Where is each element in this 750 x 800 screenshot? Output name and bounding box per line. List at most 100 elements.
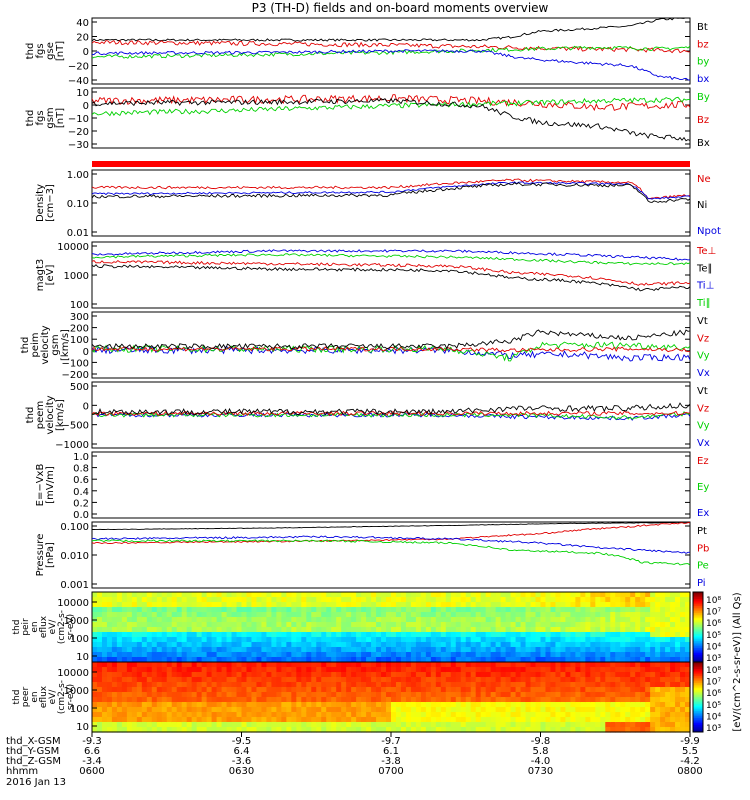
- time-row-value: 0630: [229, 766, 254, 777]
- time-row-value: -9.3: [82, 736, 102, 747]
- colorbar-tick-label: 10⁸: [706, 596, 721, 606]
- legend-entry: Bx: [697, 138, 710, 149]
- series-line: [92, 249, 690, 261]
- series-line: [92, 253, 690, 266]
- y-axis-label: thd: [12, 690, 22, 705]
- legend-entry: Vz: [697, 403, 709, 414]
- y-tick-label: −30: [68, 140, 89, 151]
- y-tick-label: 10: [76, 652, 89, 663]
- y-axis-label: [nPa]: [45, 542, 56, 568]
- panel-frame: [91, 169, 691, 237]
- y-axis-label: en: [30, 691, 40, 702]
- series-line: [92, 49, 690, 81]
- panel-frame: [91, 381, 691, 449]
- colorbar-tick-label: 10³: [706, 724, 721, 734]
- panel-density: 1.00 0.10 0.01 Density [cm−3] Ne Ni Npot: [35, 169, 721, 239]
- y-tick-label: 0.01: [67, 228, 89, 239]
- colorbar-tick-label: 10⁶: [706, 619, 721, 629]
- legend-entry: Ex: [697, 508, 709, 519]
- y-axis-label: [eV]: [45, 265, 56, 286]
- y-tick-label: 0: [83, 101, 89, 112]
- y-tick-label: 200: [70, 324, 89, 335]
- legend-entry: Pb: [697, 543, 709, 554]
- time-row-value: 6.6: [84, 746, 100, 757]
- time-row-value: -9.5: [232, 736, 252, 747]
- y-axis-label: sr-eV): [66, 684, 76, 710]
- y-axis-label: velocity: [40, 325, 51, 364]
- series-line: [92, 522, 690, 531]
- legend-entry: Ez: [697, 456, 709, 467]
- y-tick-label: 1000: [64, 616, 89, 627]
- panel-frame: [91, 451, 691, 519]
- spectrogram-peir-eflux: 10000 1000 100 10 thd peir en eflux eV/(cm2-s-sr…: [12, 591, 691, 663]
- series-line: [92, 94, 690, 112]
- series-line: [92, 39, 690, 54]
- panel-temperature: 10000 1000 100 magt3 [eV] Te⊥ Te∥ Ti⊥ Ti∥: [35, 241, 716, 311]
- plot-title: P3 (TH-D) fields and on-board moments ov…: [252, 1, 549, 15]
- series-line: [92, 412, 690, 421]
- series-line: [92, 410, 690, 417]
- y-tick-label: 500: [70, 382, 89, 393]
- y-axis-label: peim: [30, 332, 41, 357]
- y-axis-label: Density: [35, 184, 46, 222]
- time-row-value: -4.2: [680, 756, 700, 767]
- y-axis-label: peir: [21, 618, 31, 636]
- legend-entry: by: [697, 57, 709, 68]
- y-tick-label: −500: [62, 421, 89, 432]
- y-axis-label: [km/s]: [60, 329, 71, 361]
- y-tick-label: −1000: [55, 440, 89, 451]
- series-group: [92, 329, 690, 362]
- time-row-label: thd_Z-GSM: [6, 756, 61, 767]
- series-group: [92, 178, 690, 203]
- time-row-label: thd_X-GSM: [6, 736, 61, 747]
- legend-entry: Bz: [697, 115, 709, 126]
- y-axis-label: [nT]: [55, 108, 66, 128]
- y-tick-label: 0: [83, 47, 89, 58]
- legend-entry: By: [697, 92, 710, 103]
- legend-entry: Te∥: [696, 263, 713, 274]
- y-axis-label: (cm2-s-: [57, 680, 67, 714]
- legend-entry: Pt: [697, 526, 707, 537]
- colorbar-tick-label: 10⁵: [706, 631, 721, 641]
- series-line: [92, 181, 690, 200]
- y-tick-label: 10000: [57, 668, 89, 679]
- y-axis-label: thd: [25, 407, 36, 424]
- colorbar-tick-label: 10³: [706, 654, 721, 664]
- legend-entry: bz: [697, 39, 709, 50]
- y-tick-label: 100: [70, 634, 89, 645]
- y-axis-label: (cm2-s-: [57, 610, 67, 644]
- y-tick-label: −100: [62, 358, 89, 369]
- y-axis-label: thd: [12, 620, 22, 635]
- y-axis-label: en: [30, 621, 40, 632]
- y-axis-label: velocity: [45, 395, 56, 434]
- colorbar-frame: [692, 661, 704, 733]
- panel-peem-velocity: 500 0 −500 −1000 thd peem velocity [km/s] Vt Vz Vy…: [25, 381, 710, 451]
- date-label: 2016 Jan 13: [6, 777, 66, 788]
- y-tick-label: −20: [68, 62, 89, 73]
- legend-entry: Vx: [697, 368, 710, 379]
- y-tick-label: 0.010: [60, 551, 89, 562]
- colorbar-tick-label: 10⁴: [706, 642, 721, 652]
- legend-entry: Pi: [697, 578, 706, 589]
- y-axis-label: magt3: [35, 259, 46, 292]
- y-axis-label: eflux: [39, 615, 49, 638]
- time-row-value: 0730: [528, 766, 553, 777]
- series-line: [92, 96, 690, 117]
- y-tick-label: 1000: [64, 271, 89, 282]
- time-row-value: -3.6: [232, 756, 252, 767]
- series-line: [92, 182, 690, 203]
- y-axis-label: sr-eV): [66, 614, 76, 640]
- time-row-value: 5.8: [533, 746, 549, 757]
- series-group: [92, 402, 690, 421]
- y-tick-label: 0.6: [73, 475, 89, 486]
- spectrogram-peer-eflux: 10000 1000 100 10 thd peer en eflux eV/(cm2-s-sr…: [12, 661, 691, 733]
- y-axis-label: peem: [35, 401, 46, 429]
- series-line: [92, 329, 690, 350]
- legend-entry: Ni: [697, 200, 707, 211]
- y-tick-label: −20: [68, 127, 89, 138]
- y-tick-label: 0.8: [73, 464, 89, 475]
